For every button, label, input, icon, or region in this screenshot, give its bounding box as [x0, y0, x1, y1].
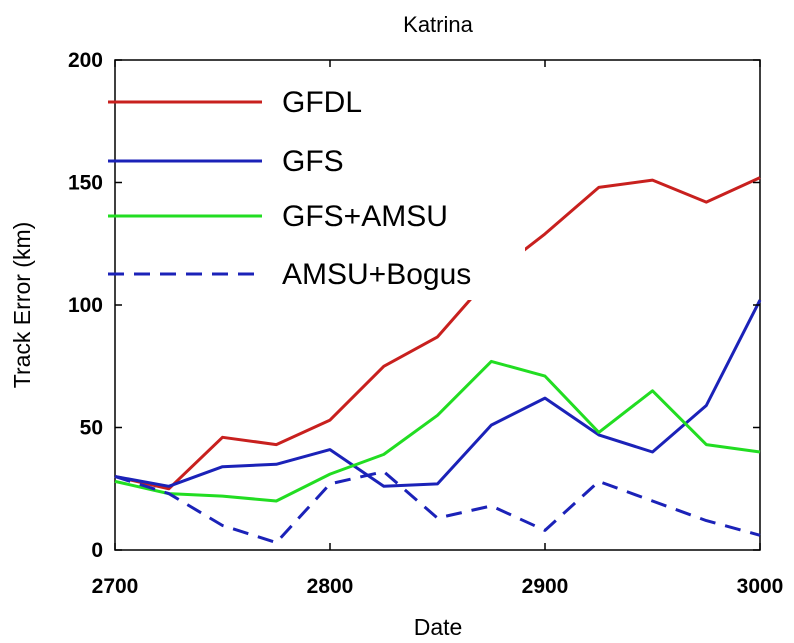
y-tick-label-4: 200: [68, 49, 103, 72]
series-line-2: [114, 359, 761, 503]
x-axis-label: Date: [414, 614, 463, 640]
y-tick-label-3: 150: [68, 172, 103, 195]
y-tick-label-0: 0: [91, 539, 103, 562]
legend-label-1: GFS: [282, 145, 344, 178]
y-axis-label: Track Error (km): [9, 222, 35, 389]
series-line-0: [114, 176, 761, 491]
axis-ticks: 2700 2800 2900 3000 0 50 100 150 200: [68, 49, 783, 598]
series-line-3: [114, 470, 761, 545]
x-tick-label-1: 2800: [307, 575, 354, 598]
y-tick-label-2: 100: [68, 294, 103, 317]
legend-label-2: GFS+AMSU: [282, 200, 448, 233]
series-line-1: [114, 299, 762, 488]
legend-label-0: GFDL: [282, 86, 362, 119]
x-tick-label-0: 2700: [92, 575, 139, 598]
chart-title: Katrina: [403, 12, 473, 37]
legend: GFDL GFS GFS+AMSU AMSU+Bogus: [108, 68, 525, 300]
y-tick-label-1: 50: [80, 417, 103, 440]
legend-background: [263, 68, 525, 300]
series-layer: [114, 176, 762, 545]
legend-label-3: AMSU+Bogus: [282, 258, 471, 291]
x-tick-label-3: 3000: [737, 575, 784, 598]
x-tick-label-2: 2900: [522, 575, 569, 598]
